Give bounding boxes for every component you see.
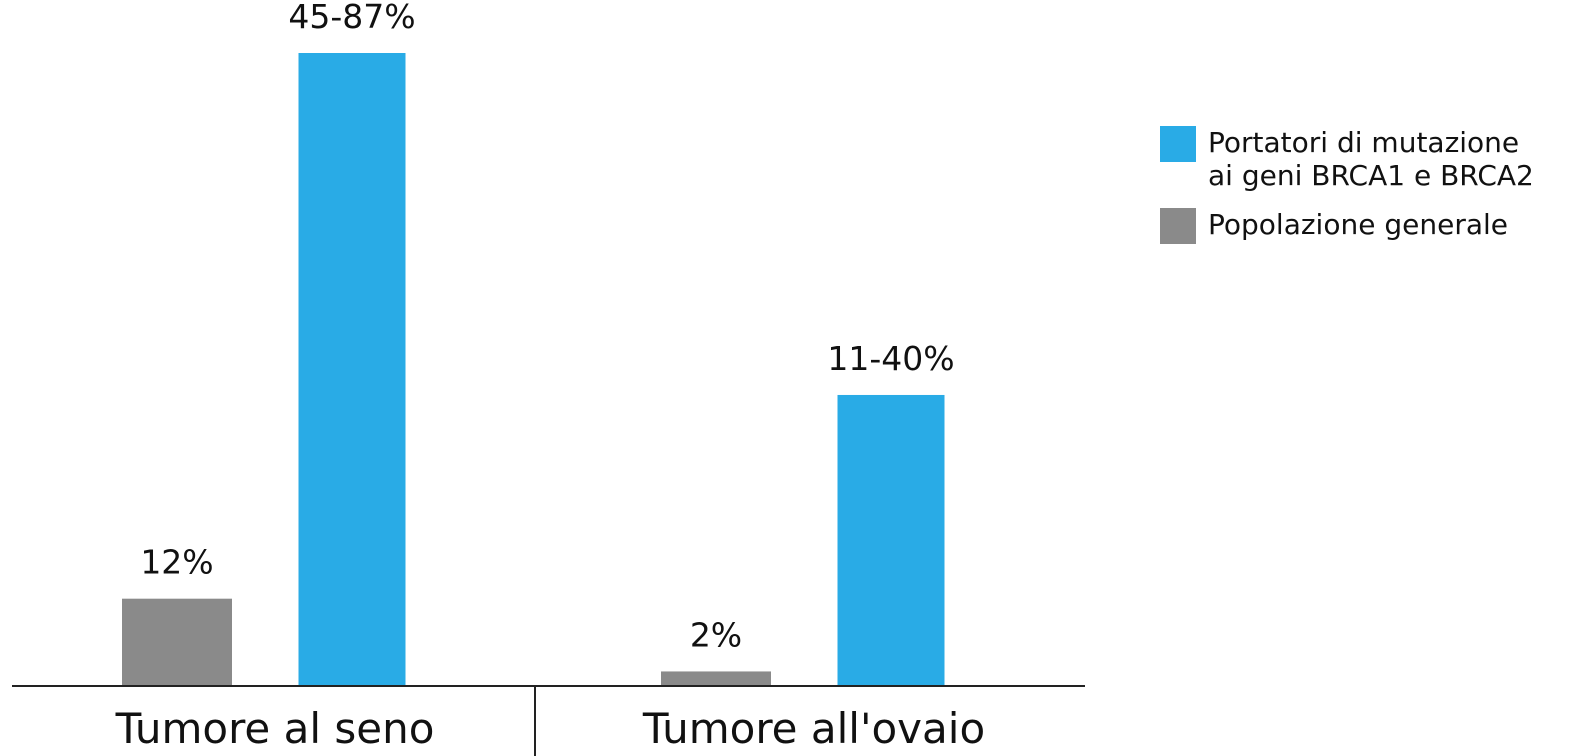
value-labels-group: 12% 45-87% 2% 11-40%: [140, 0, 954, 654]
legend: Portatori di mutazione ai geni BRCA1 e B…: [1160, 126, 1534, 260]
bar-chart: 12%45-87%2%11-40% Tumore al seno Tumore a…: [12, 0, 1085, 756]
category-label-ovaio: Tumore all'ovaio: [642, 704, 985, 753]
data-label-general-seno: 12%: [140, 543, 213, 582]
bars-group: [122, 53, 945, 686]
category-labels-group: Tumore al seno Tumore all'ovaio: [115, 704, 986, 753]
data-label-brca-seno: 45-87%: [288, 0, 415, 36]
legend-label-brca: Portatori di mutazione ai geni BRCA1 e B…: [1208, 126, 1534, 192]
legend-label-general-line1: Popolazione generale: [1208, 208, 1508, 241]
category-label-seno: Tumore al seno: [115, 704, 435, 753]
data-label-general-ovaio: 2%: [690, 615, 742, 654]
legend-label-brca-line1: Portatori di mutazione: [1208, 126, 1520, 159]
data-label-brca-ovaio: 11-40%: [827, 339, 954, 378]
bar-general-seno: [122, 598, 232, 686]
bar-brca-seno: [298, 53, 406, 686]
bar-general-ovaio: [661, 671, 771, 686]
legend-label-general: Popolazione generale: [1208, 208, 1508, 241]
legend-swatch-brca: [1160, 126, 1196, 162]
legend-item-brca: Portatori di mutazione ai geni BRCA1 e B…: [1160, 126, 1534, 192]
legend-label-brca-line2: ai geni BRCA1 e BRCA2: [1208, 159, 1534, 192]
legend-item-general: Popolazione generale: [1160, 208, 1534, 244]
bar-brca-ovaio: [837, 394, 945, 686]
legend-swatch-general: [1160, 208, 1196, 244]
